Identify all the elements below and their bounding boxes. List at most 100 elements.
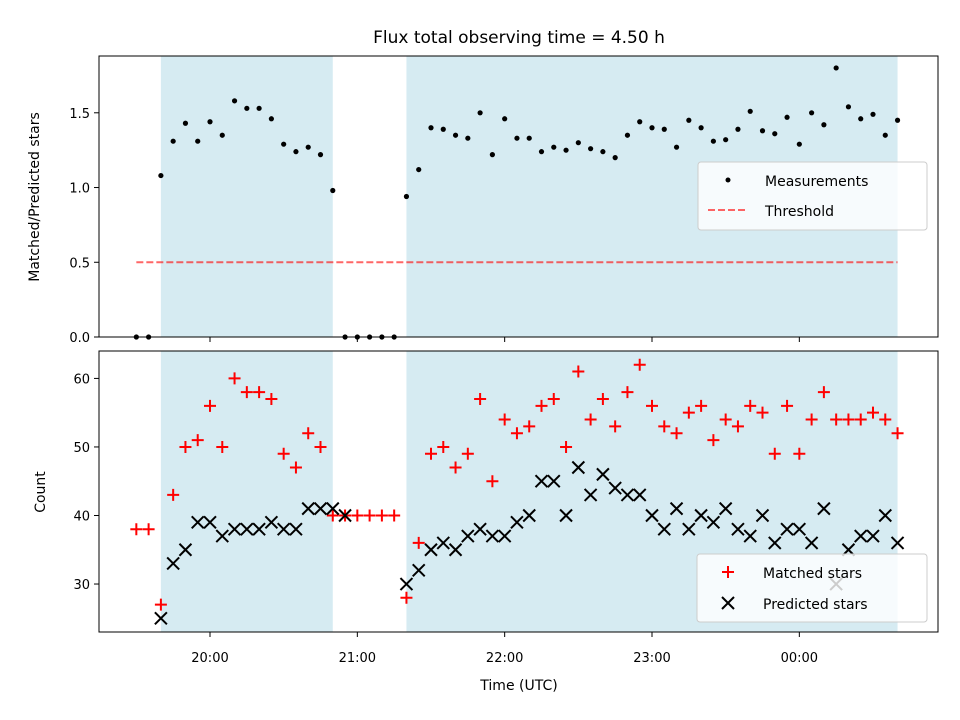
- predicted-stars-points: [154, 460, 905, 626]
- x-tick-label: 20:00: [191, 651, 228, 666]
- predicted-star-point: [473, 522, 487, 536]
- measurement-point: [526, 135, 532, 141]
- predicted-star-point: [534, 474, 549, 488]
- measurement-point: [612, 155, 618, 161]
- matched-star-point: [142, 523, 155, 536]
- matched-star-point: [216, 440, 229, 453]
- predicted-star-point: [227, 522, 242, 536]
- measurement-point: [477, 110, 483, 116]
- predicted-star-point: [485, 529, 500, 543]
- matched-star-point: [535, 399, 548, 412]
- predicted-star-point: [510, 515, 524, 530]
- y-tick-label: 0.5: [69, 256, 90, 271]
- legend-predicted-marker: [721, 596, 735, 610]
- predicted-star-point: [461, 529, 475, 543]
- matched-star-point: [474, 392, 487, 405]
- measurement-point: [219, 132, 225, 138]
- measurement-point: [796, 141, 802, 147]
- predicted-star-point: [780, 522, 794, 536]
- predicted-star-point: [424, 543, 438, 557]
- measurement-point: [502, 116, 508, 122]
- matched-star-point: [891, 427, 904, 440]
- predicted-star-point: [890, 536, 905, 550]
- matched-star-point: [547, 392, 560, 405]
- measurement-point: [195, 138, 201, 144]
- measurement-point: [440, 126, 446, 132]
- measurement-point: [575, 140, 581, 146]
- measurement-point: [158, 172, 164, 179]
- measurement-point: [747, 108, 753, 114]
- matched-star-point: [240, 386, 253, 399]
- measurement-point: [858, 116, 864, 122]
- predicted-star-point: [645, 508, 659, 523]
- ratio-y-axis-label: Matched/Predicted stars: [27, 112, 43, 282]
- predicted-star-point: [215, 529, 229, 543]
- matched-star-point: [388, 509, 401, 522]
- measurement-point: [207, 119, 213, 125]
- predicted-star-point: [596, 467, 610, 482]
- measurement-point: [759, 128, 766, 134]
- measurement-point: [465, 135, 471, 141]
- matched-star-point: [228, 372, 241, 385]
- x-tick-label: 00:00: [781, 651, 818, 666]
- predicted-star-point: [633, 488, 647, 502]
- measurement-point: [649, 125, 655, 131]
- matched-star-point: [425, 447, 437, 460]
- matched-star-point: [646, 399, 658, 412]
- matched-star-point: [486, 475, 499, 488]
- predicted-star-point: [289, 522, 303, 536]
- predicted-star-point: [608, 481, 622, 495]
- legend-measurements-label: Measurements: [765, 174, 868, 190]
- matched-star-point: [744, 399, 757, 412]
- matched-star-point: [695, 399, 708, 412]
- measurement-point: [170, 138, 176, 144]
- matched-star-point: [621, 386, 634, 399]
- matched-star-point: [498, 413, 511, 426]
- predicted-star-point: [178, 543, 193, 557]
- y-tick-label: 60: [73, 372, 90, 387]
- predicted-star-point: [547, 474, 561, 488]
- count-axes-frame: [98, 350, 939, 633]
- y-tick-label: 1.0: [69, 182, 90, 197]
- predicted-star-point: [264, 515, 279, 530]
- matched-star-point: [658, 420, 671, 433]
- matched-star-point: [817, 386, 830, 399]
- ratio-x-ticks: [209, 337, 800, 342]
- y-tick-label: 1.5: [69, 107, 90, 122]
- matched-star-point: [719, 413, 732, 426]
- measurement-point: [600, 149, 606, 155]
- measurement-point: [723, 137, 729, 143]
- measurement-point: [293, 149, 299, 155]
- measurement-point: [256, 105, 262, 111]
- x-tick-label: 21:00: [339, 651, 376, 666]
- ratio-legend: Measurements Threshold: [697, 161, 928, 231]
- predicted-star-point: [669, 501, 684, 516]
- measurement-point: [514, 135, 520, 141]
- predicted-star-point: [166, 556, 180, 571]
- predicted-star-point: [412, 563, 426, 578]
- measurement-point: [784, 114, 790, 120]
- measurement-point: [882, 132, 888, 138]
- matched-star-point: [437, 440, 450, 453]
- matched-star-point: [179, 440, 192, 453]
- measurement-point: [268, 116, 274, 122]
- measurement-point: [305, 144, 311, 150]
- measurement-point: [821, 122, 827, 128]
- count-y-ticks: 30 40 50 60: [73, 372, 99, 593]
- measurement-point: [231, 98, 238, 104]
- chart-title: Flux total observing time = 4.50 h: [373, 28, 665, 48]
- measurement-point: [698, 125, 704, 131]
- measurement-point: [637, 119, 643, 125]
- x-tick-label: 23:00: [633, 651, 670, 666]
- predicted-star-point: [694, 508, 708, 523]
- matched-star-point: [572, 365, 585, 378]
- measurement-point: [588, 146, 594, 152]
- measurement-point: [710, 138, 716, 144]
- matched-star-point: [326, 509, 339, 522]
- y-tick-label: 0.0: [69, 331, 90, 346]
- measurement-point: [538, 149, 545, 155]
- count-x-ticks: 20:00 21:00 22:00 23:00 00:00: [191, 632, 818, 666]
- count-y-axis-label: Count: [33, 471, 49, 513]
- count-panel: 30 40 50 60 20:00 21:00 22:00 23:00 00:00 Count…: [33, 350, 939, 694]
